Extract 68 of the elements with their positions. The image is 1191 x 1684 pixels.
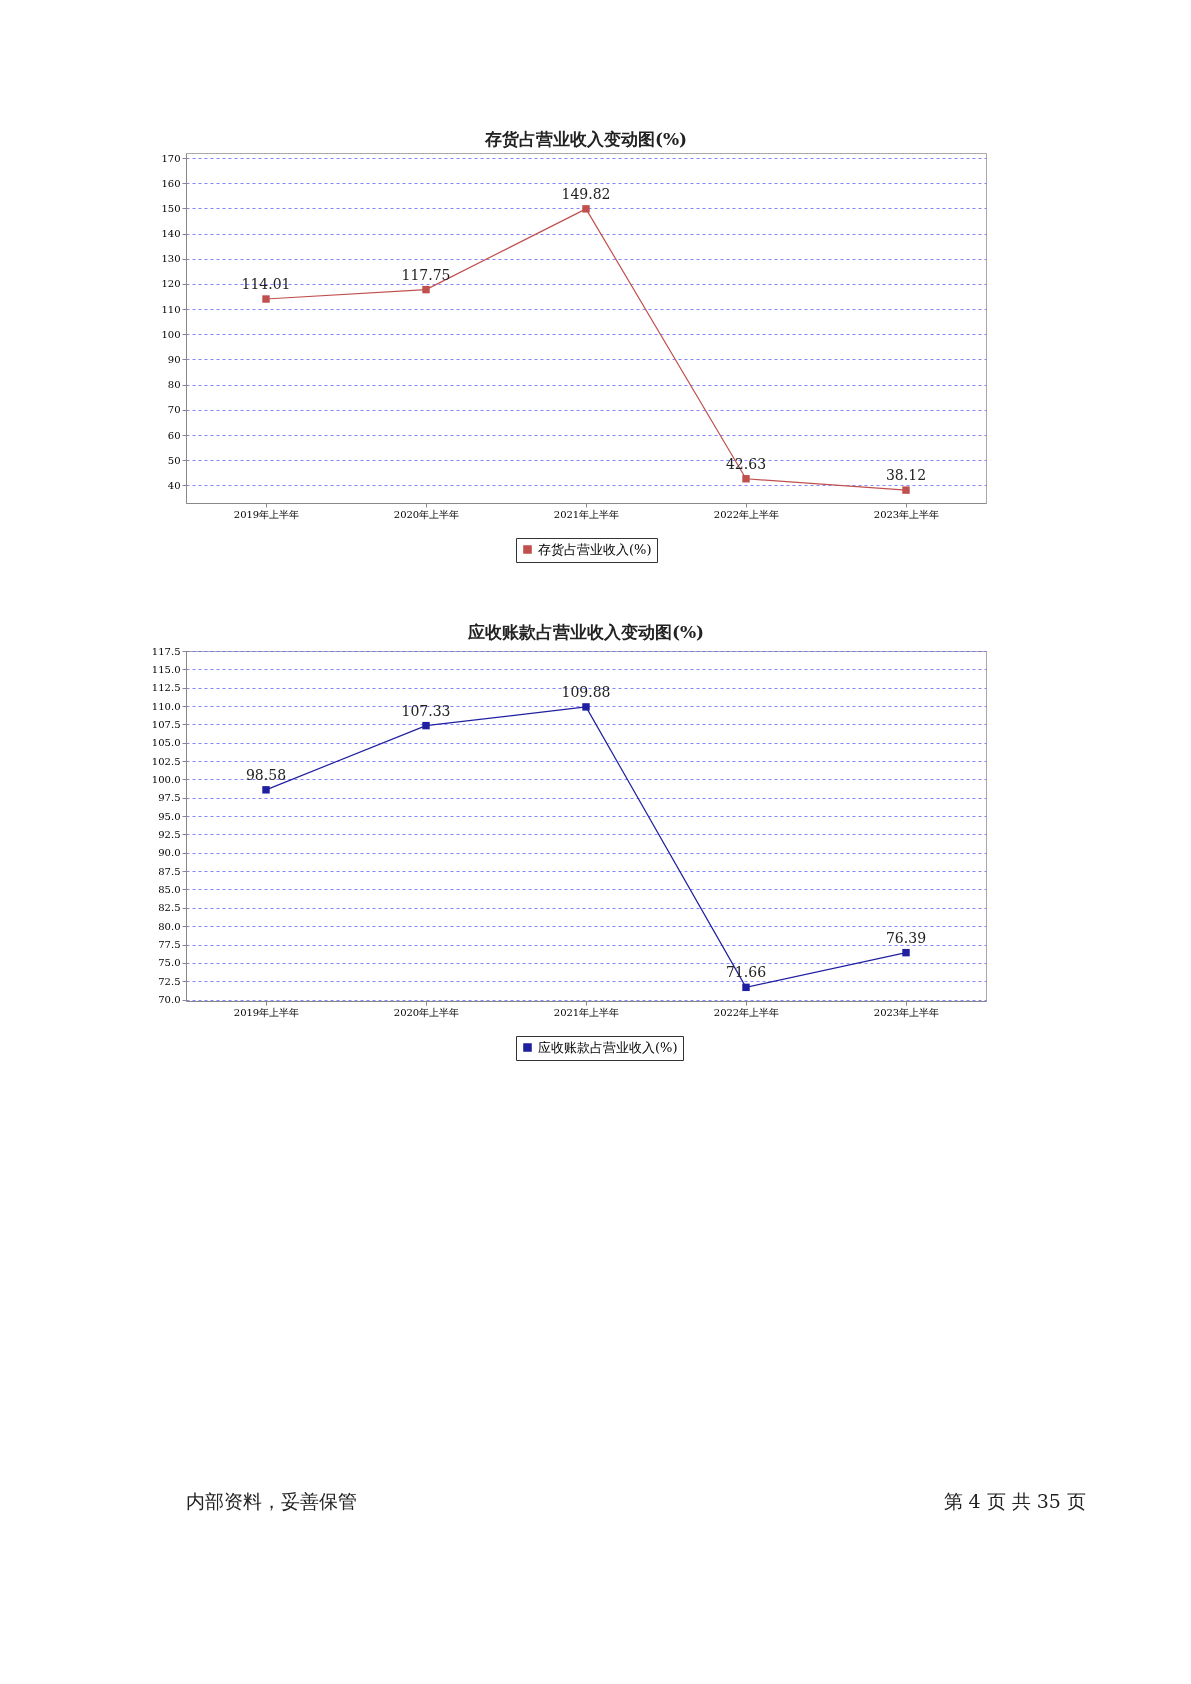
point: [902, 948, 910, 957]
y-tick-label: 110: [161, 303, 181, 315]
y-tick-label: 70.0: [158, 994, 181, 1006]
x-tick-label: 2020年上半年: [393, 508, 460, 520]
y-tick-label: 90: [167, 353, 181, 365]
x-tick-label: 2021年上半年: [553, 1006, 620, 1018]
y-tick-label: 105.0: [151, 737, 181, 749]
data-label: 38.12: [885, 467, 927, 484]
x-tick-label: 2022年上半年: [713, 1006, 780, 1018]
data-label: 117.75: [401, 266, 451, 283]
point: [262, 295, 270, 303]
x-tick-label: 2019年上半年: [233, 1006, 300, 1018]
y-tick-label: 100.0: [151, 773, 181, 785]
point: [422, 721, 430, 730]
y-tick-label: 92.5: [158, 828, 181, 840]
y-tick-label: 140: [161, 228, 181, 240]
data-label: 98.58: [245, 766, 287, 783]
data-label: 109.88: [561, 683, 611, 700]
y-tick-label: 112.5: [151, 682, 181, 694]
y-tick-label: 110.0: [151, 700, 181, 712]
y-tick-label: 77.5: [158, 939, 181, 950]
y-tick-label: 160: [161, 177, 181, 189]
x-tick-label: 2019年上半年: [233, 508, 300, 520]
y-tick-label: 120: [161, 278, 181, 290]
y-tick-label: 80.0: [158, 920, 181, 932]
y-tick-label: 97.5: [158, 792, 181, 804]
y-tick-label: 100: [161, 328, 181, 340]
chart-title: 存货占营业收入变动图(%): [483, 129, 688, 149]
point: [422, 285, 430, 294]
y-tick-label: 80: [167, 379, 181, 391]
y-tick-label: 150: [161, 202, 181, 214]
y-tick-label: 75.0: [158, 957, 181, 969]
y-tick-label: 40: [167, 479, 181, 491]
data-label: 149.82: [561, 185, 611, 202]
y-tick-label: 170: [161, 152, 181, 164]
y-tick-label: 85.0: [158, 883, 181, 895]
text: 第 4 页 共 35 页: [943, 1490, 1086, 1512]
y-tick-label: 95.0: [158, 810, 181, 822]
text: 内部资料，妥善保管: [186, 1490, 357, 1512]
y-tick-label: 82.5: [158, 902, 181, 914]
point: [902, 486, 910, 494]
point: [742, 983, 750, 992]
legend-label: 应收账款占营业收入(%): [538, 1039, 678, 1055]
y-tick-label: 50: [167, 454, 181, 466]
y-tick-label: 117.5: [151, 645, 181, 657]
point: [582, 703, 590, 711]
legend-label: 存货占营业收入(%): [538, 541, 652, 557]
y-tick-label: 102.5: [151, 755, 181, 767]
x-tick-label: 2021年上半年: [553, 508, 620, 520]
point: [582, 205, 590, 213]
y-tick-label: 115.0: [151, 663, 181, 675]
x-tick-label: 2023年上半年: [873, 1006, 940, 1018]
y-tick-label: 72.5: [158, 975, 181, 987]
data-label: 114.01: [241, 276, 291, 293]
data-label: 76.39: [885, 929, 927, 946]
data-label: 107.33: [401, 702, 451, 719]
y-tick-label: 107.5: [151, 718, 181, 730]
x-tick-label: 2022年上半年: [713, 508, 780, 520]
x-tick-label: 2020年上半年: [393, 1006, 460, 1018]
y-tick-label: 70: [167, 404, 181, 416]
x-tick-label: 2023年上半年: [873, 508, 940, 520]
y-tick-label: 87.5: [158, 865, 181, 877]
chart-title: 应收账款占营业收入变动图(%): [466, 622, 705, 642]
y-tick-label: 130: [161, 253, 181, 265]
y-tick-label: 90.0: [158, 847, 181, 859]
y-tick-label: 60: [167, 429, 181, 441]
point: [742, 475, 750, 483]
point: [262, 786, 270, 794]
